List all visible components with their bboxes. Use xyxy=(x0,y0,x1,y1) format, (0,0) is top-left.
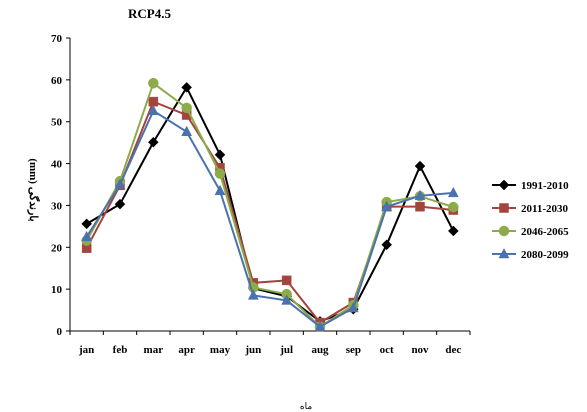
data-point xyxy=(447,186,459,198)
x-tick-label: sep xyxy=(346,344,361,356)
legend: 1991-2010 2011-2030 2046-2065 2080-2099 xyxy=(492,179,569,261)
data-point xyxy=(247,289,259,300)
data-point xyxy=(381,239,393,251)
y-tick-label: 20 xyxy=(51,242,63,254)
y-tick-label: 50 xyxy=(51,117,63,129)
legend-marker xyxy=(498,225,510,237)
data-point xyxy=(148,96,159,107)
y-axis: 0 10 20 30 40 50 60 70 xyxy=(51,33,71,338)
y-tick-label: 30 xyxy=(51,200,63,212)
x-tick-label: jul xyxy=(279,344,293,356)
y-tick-label: 0 xyxy=(57,326,63,338)
data-point xyxy=(314,320,326,332)
legend-item: 2011-2030 xyxy=(492,203,569,215)
data-point xyxy=(181,82,193,93)
legend-marker xyxy=(499,203,509,213)
x-tick-label: jun xyxy=(244,344,261,356)
y-tick-label: 60 xyxy=(51,75,63,87)
data-point xyxy=(381,200,393,211)
legend-label: 2011-2030 xyxy=(521,203,569,215)
series-line xyxy=(86,85,455,323)
data-point xyxy=(414,160,426,172)
series-line xyxy=(85,109,454,329)
y-tick-label: 40 xyxy=(51,159,63,171)
chart-title: RCP4.5 xyxy=(128,6,171,21)
data-point xyxy=(414,189,426,201)
data-point xyxy=(214,149,226,161)
series-layer xyxy=(81,77,459,333)
data-point xyxy=(147,136,159,148)
x-tick-label: mar xyxy=(144,344,164,356)
data-point xyxy=(181,125,193,137)
legend-item: 2046-2065 xyxy=(492,225,569,238)
x-tick-label: apr xyxy=(178,344,195,356)
x-tick-label: aug xyxy=(311,344,329,356)
x-tick-label: jan xyxy=(78,344,94,356)
data-point xyxy=(114,198,126,210)
x-tick-label: dec xyxy=(445,344,461,356)
data-point xyxy=(114,178,126,189)
series-1991-2010 xyxy=(81,82,459,327)
data-point xyxy=(148,77,159,89)
legend-label: 2080-2099 xyxy=(521,249,569,261)
data-point xyxy=(81,218,93,230)
data-point xyxy=(81,230,93,242)
data-point xyxy=(147,104,159,116)
x-tick-label: oct xyxy=(380,344,394,356)
x-tick-label: may xyxy=(210,344,231,356)
data-point xyxy=(181,102,192,114)
series-2046-2065 xyxy=(81,77,459,333)
series-line xyxy=(85,100,454,324)
x-tick-label: nov xyxy=(411,344,429,356)
y-axis-label: (mm) بارندگی xyxy=(27,158,41,221)
legend-item: 2080-2099 xyxy=(492,247,569,261)
x-tick-label: feb xyxy=(113,344,128,356)
legend-label: 1991-2010 xyxy=(521,180,569,192)
series-line xyxy=(85,81,454,329)
legend-item: 1991-2010 xyxy=(492,179,569,192)
data-point xyxy=(214,184,226,196)
x-axis-label: ماه xyxy=(300,401,312,411)
y-tick-label: 70 xyxy=(51,33,63,45)
legend-marker xyxy=(498,247,510,259)
series-2080-2099 xyxy=(81,104,459,332)
data-point xyxy=(214,168,226,179)
data-point xyxy=(281,294,293,305)
data-point xyxy=(447,225,459,237)
y-tick-label: 10 xyxy=(51,284,63,296)
legend-marker xyxy=(498,179,510,191)
legend-label: 2046-2065 xyxy=(521,226,569,238)
x-axis: jan feb mar apr may jun jul aug sep oct nov dec xyxy=(69,330,471,356)
data-point xyxy=(448,201,459,213)
data-point xyxy=(415,201,425,212)
data-point xyxy=(281,275,292,286)
data-point xyxy=(347,301,359,313)
